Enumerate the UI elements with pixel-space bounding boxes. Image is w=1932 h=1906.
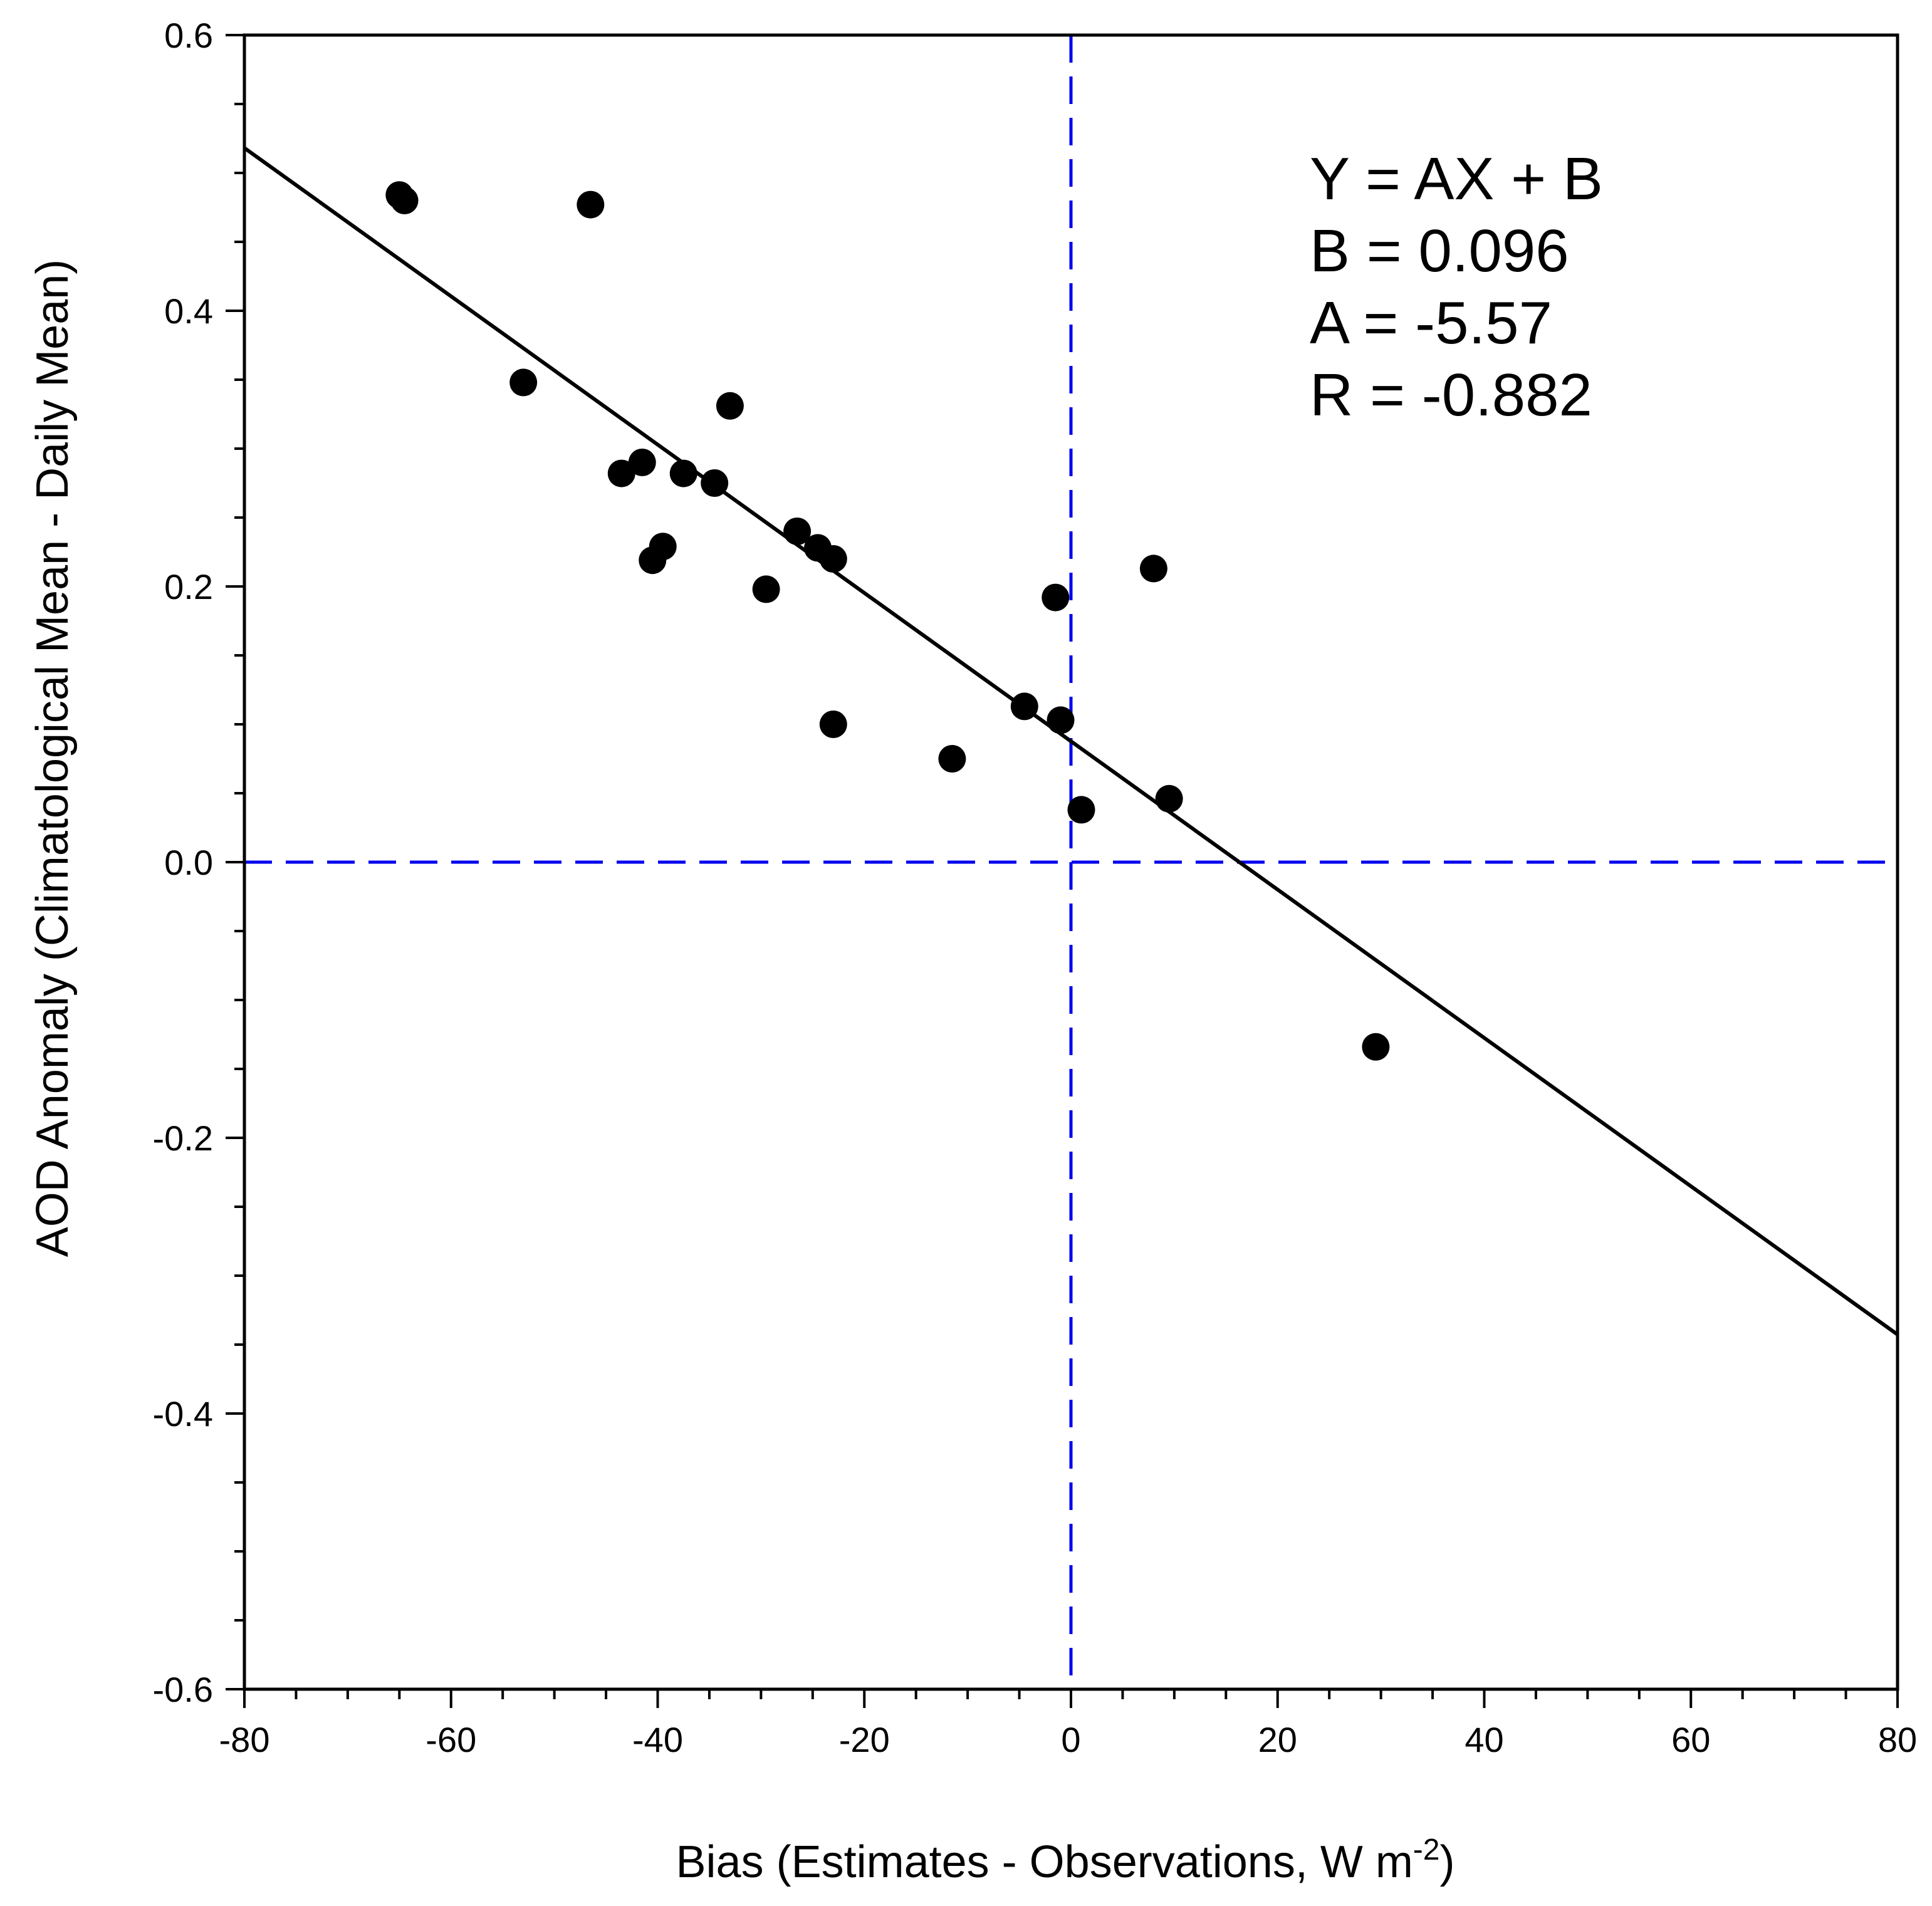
data-point <box>628 449 656 476</box>
data-point <box>1067 796 1095 824</box>
data-point <box>752 575 780 603</box>
data-point <box>390 187 419 214</box>
data-point <box>716 392 744 420</box>
data-point <box>938 745 966 773</box>
x-tick-label: 20 <box>1258 1720 1297 1759</box>
equation-line-2: B = 0.096 <box>1310 217 1569 284</box>
data-points <box>385 181 1390 1061</box>
data-point <box>1047 706 1075 734</box>
data-point <box>649 533 677 561</box>
data-point <box>1139 555 1167 583</box>
y-tick-label: -0.6 <box>153 1670 214 1709</box>
data-point <box>819 711 847 738</box>
x-tick-label: -20 <box>839 1720 890 1759</box>
x-tick-label: 60 <box>1671 1720 1710 1759</box>
equation-line-4: R = -0.882 <box>1310 362 1592 429</box>
regression-line <box>243 146 1899 1336</box>
x-tick-label: -40 <box>632 1720 683 1759</box>
y-axis-title: AOD Anomaly (Climatological Mean - Daily… <box>28 259 78 1258</box>
data-point <box>1155 784 1183 813</box>
y-tick-label: -0.2 <box>153 1118 214 1158</box>
tick-labels: -80 -60 -40 -20 0 20 40 60 80 -0.6 -0.4 -0.2 0.0 0.2 0… <box>153 16 1918 1759</box>
y-tick-label: -0.4 <box>153 1394 214 1434</box>
x-tick-label: 80 <box>1878 1720 1917 1759</box>
equation-line-1: Y = AX + B <box>1310 145 1603 212</box>
equation-line-3: A = -5.57 <box>1310 289 1552 357</box>
x-axis-title-suffix: ) <box>1439 1837 1454 1887</box>
data-point <box>819 545 847 573</box>
data-point <box>577 190 605 219</box>
data-point <box>607 459 635 487</box>
x-tick-label: 0 <box>1061 1720 1080 1759</box>
data-point <box>669 459 697 487</box>
equation-annotation: Y = AX + B B = 0.096 A = -5.57 R = -0.88… <box>1310 145 1603 429</box>
axes <box>226 33 1899 1708</box>
x-tick-label: -60 <box>426 1720 476 1759</box>
x-tick-label: -80 <box>219 1720 270 1759</box>
data-point <box>783 518 812 545</box>
plot-area <box>243 35 1899 1689</box>
x-axis-title: Bias (Estimates - Observations, W m-2) <box>676 1833 1455 1887</box>
y-tick-label: 0.4 <box>164 291 213 331</box>
data-point <box>1042 583 1070 612</box>
data-point <box>701 469 729 497</box>
data-point <box>509 368 538 397</box>
y-tick-label: 0.0 <box>164 843 213 882</box>
data-point <box>1362 1033 1390 1061</box>
y-tick-label: 0.2 <box>164 567 213 607</box>
data-point <box>1010 692 1038 721</box>
x-axis-title-main: Bias (Estimates - Observations, W m <box>676 1837 1413 1887</box>
x-axis-title-superscript: -2 <box>1413 1833 1440 1867</box>
y-tick-label: 0.6 <box>164 16 213 55</box>
x-tick-label: 40 <box>1465 1720 1503 1759</box>
